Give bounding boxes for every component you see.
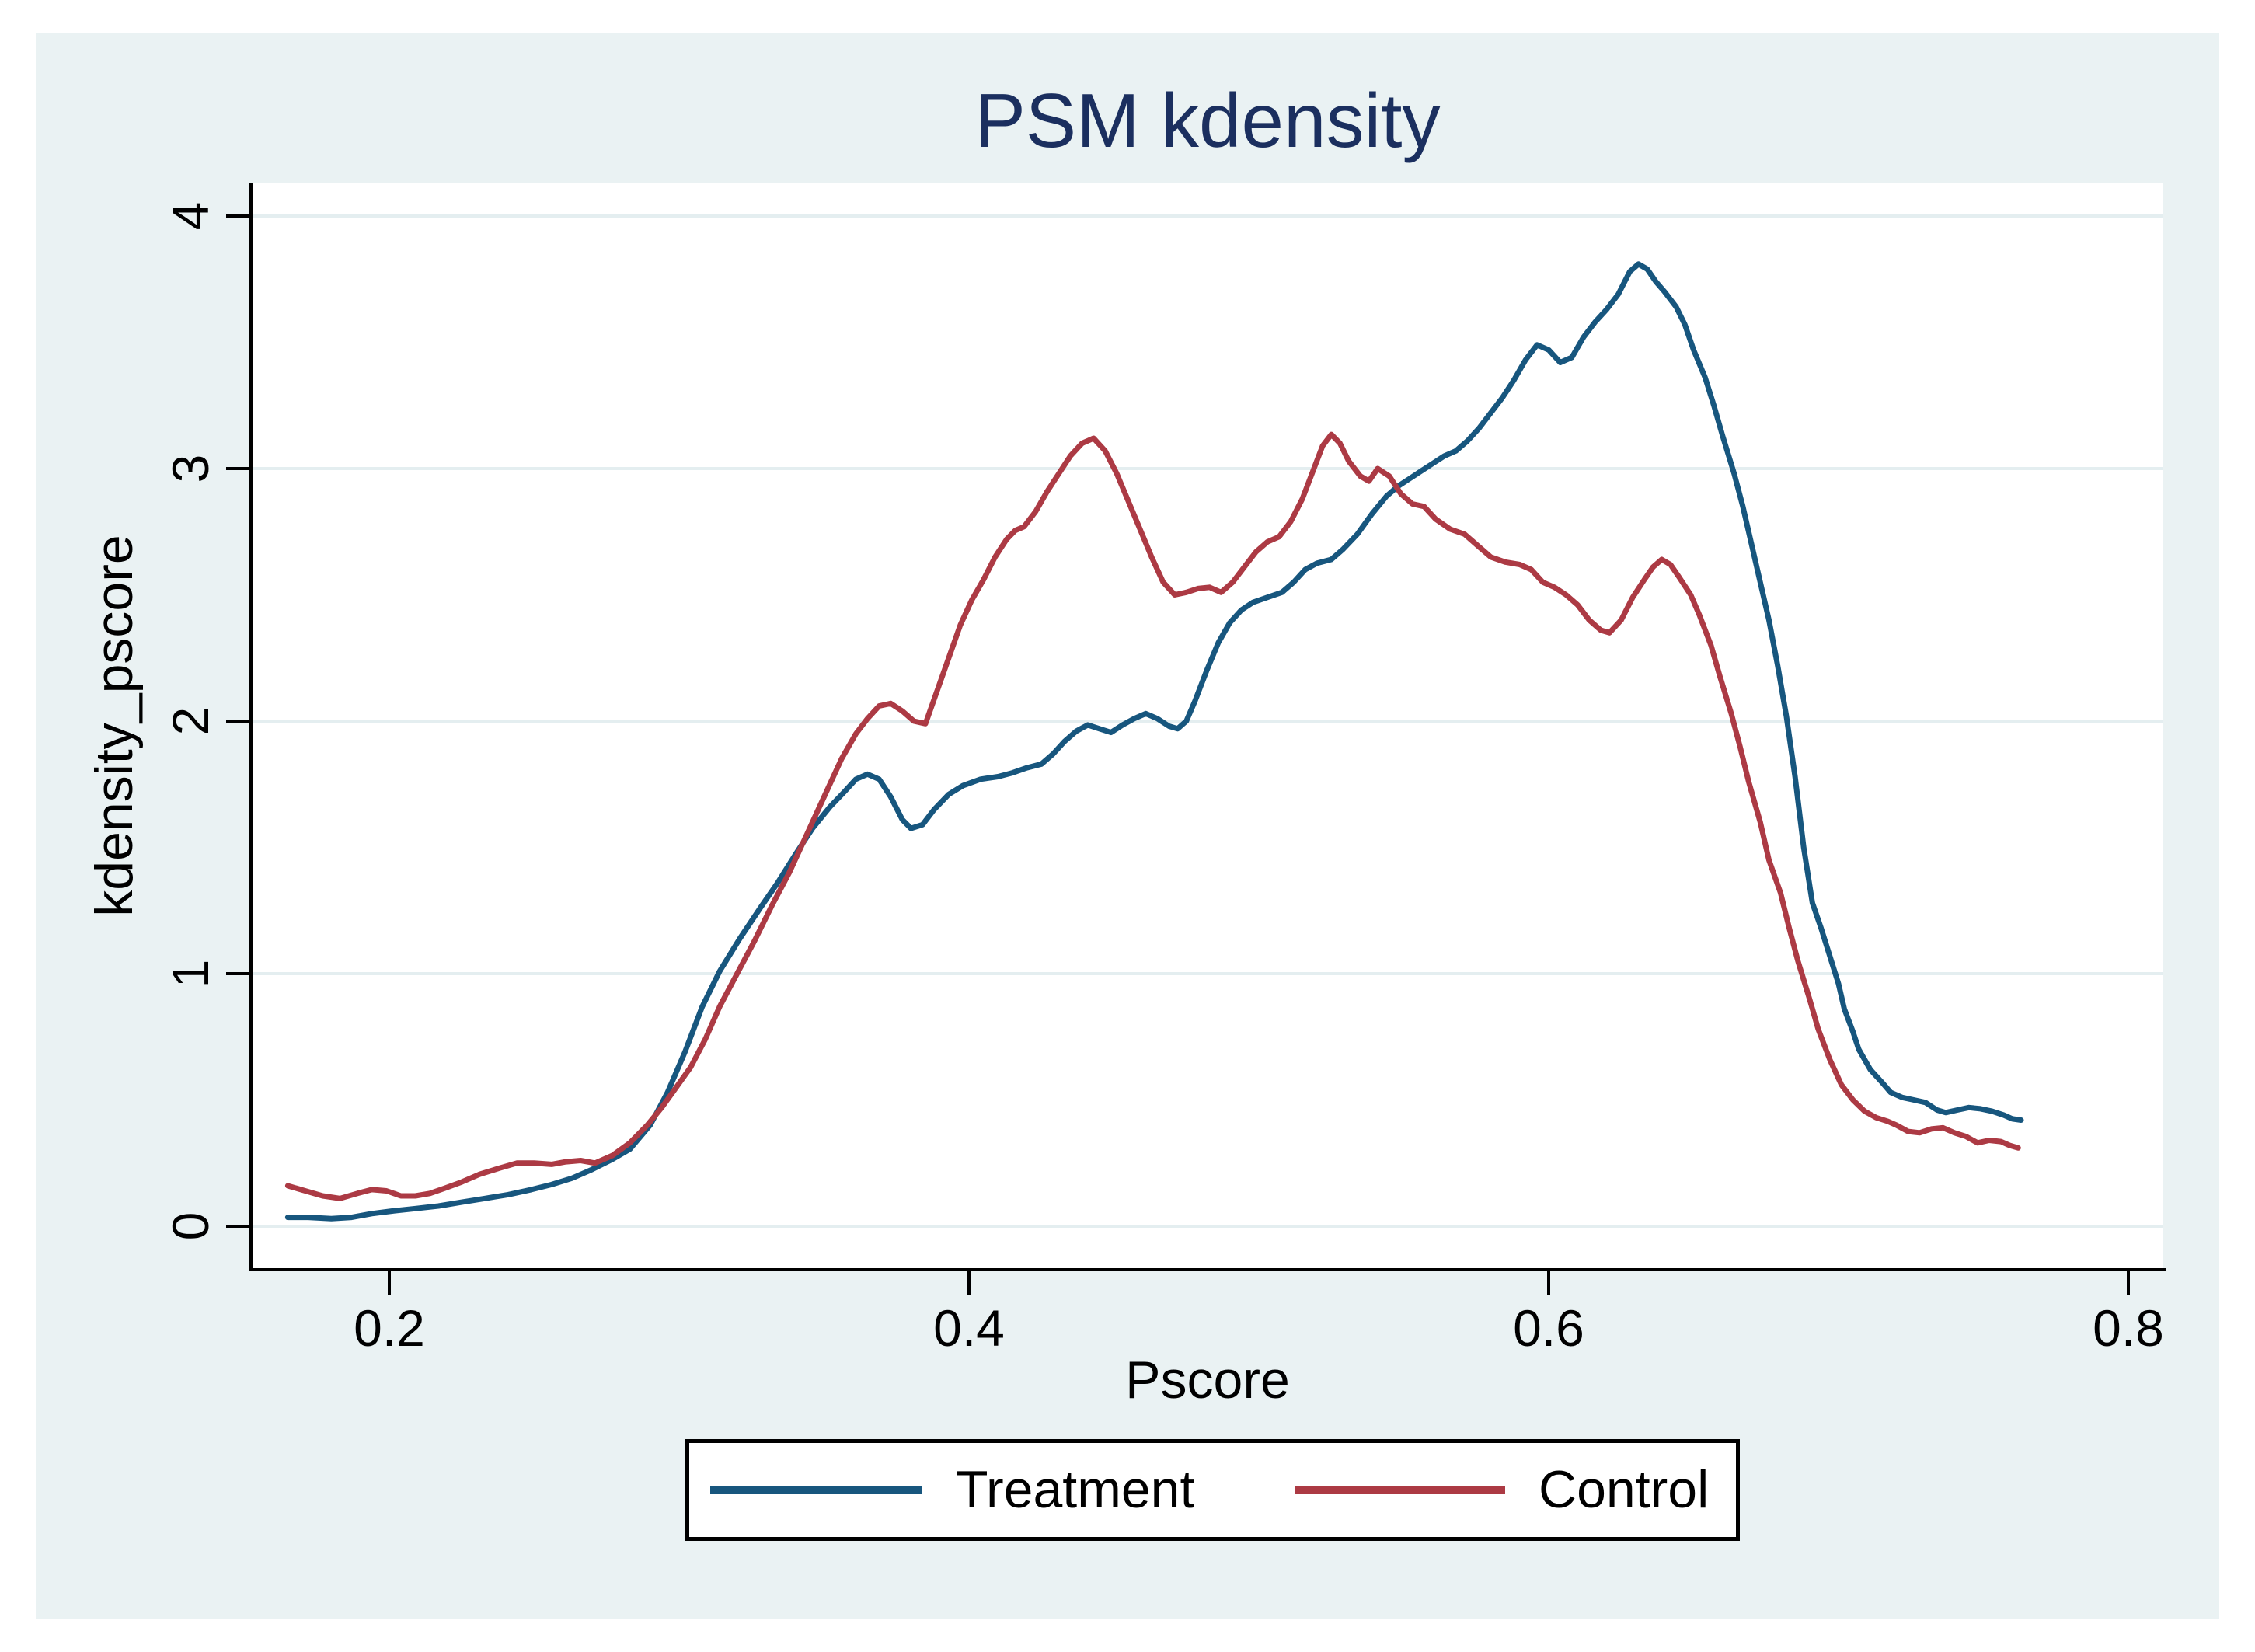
x-tick-label: 0.4 xyxy=(933,1299,1005,1357)
control-legend-line xyxy=(1295,1486,1505,1494)
y-tick xyxy=(226,214,250,218)
treatment-legend-line xyxy=(710,1486,922,1494)
y-tick xyxy=(226,1225,250,1228)
x-axis-line xyxy=(249,1268,2166,1271)
x-tick xyxy=(2127,1271,2130,1295)
x-axis-title: Pscore xyxy=(1125,1351,1290,1410)
y-tick-label: 4 xyxy=(162,201,219,231)
x-tick-label: 0.8 xyxy=(2093,1299,2164,1357)
plot-area xyxy=(253,183,2163,1268)
x-tick xyxy=(967,1271,971,1295)
x-tick-label: 0.2 xyxy=(354,1299,425,1357)
y-tick-label: 2 xyxy=(162,706,219,736)
y-tick-label: 1 xyxy=(162,959,219,988)
control-legend-label: Control xyxy=(1539,1460,1710,1519)
y-tick xyxy=(226,467,250,470)
chart-title: PSM kdensity xyxy=(974,78,1441,163)
treatment-density-line xyxy=(284,261,2024,1222)
control-density-line xyxy=(284,431,2021,1201)
y-axis-title: kdensity_pscore xyxy=(85,535,144,917)
y-axis-line xyxy=(249,183,253,1271)
y-tick xyxy=(226,972,250,975)
y-tick xyxy=(226,720,250,723)
treatment-legend-label: Treatment xyxy=(956,1460,1195,1519)
y-tick-label: 0 xyxy=(162,1211,219,1241)
x-tick xyxy=(388,1271,391,1295)
legend: Treatment Control xyxy=(685,1439,1740,1541)
y-tick-label: 3 xyxy=(162,454,219,483)
kdensity-plot xyxy=(253,214,2163,1228)
x-tick-label: 0.6 xyxy=(1513,1299,1584,1357)
x-tick xyxy=(1547,1271,1550,1295)
